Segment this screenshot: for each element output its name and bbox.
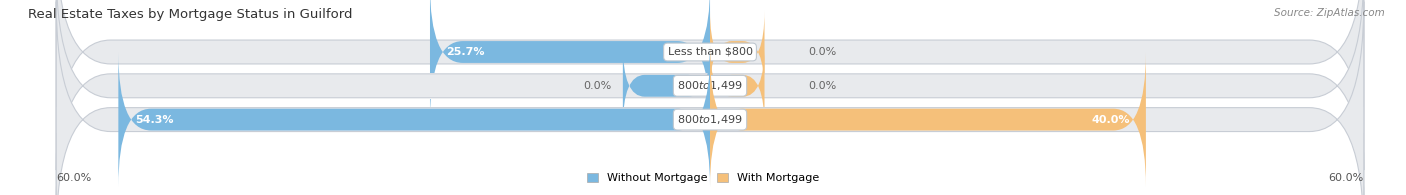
FancyBboxPatch shape — [56, 2, 1364, 195]
Text: 25.7%: 25.7% — [446, 47, 485, 57]
Text: 0.0%: 0.0% — [808, 81, 837, 91]
FancyBboxPatch shape — [710, 11, 765, 93]
Text: 40.0%: 40.0% — [1091, 115, 1129, 125]
FancyBboxPatch shape — [56, 0, 1364, 170]
FancyBboxPatch shape — [710, 45, 765, 127]
FancyBboxPatch shape — [430, 0, 710, 119]
FancyBboxPatch shape — [56, 0, 1364, 195]
Text: Less than $800: Less than $800 — [668, 47, 752, 57]
Text: 0.0%: 0.0% — [808, 47, 837, 57]
Text: 60.0%: 60.0% — [56, 173, 91, 183]
Text: $800 to $1,499: $800 to $1,499 — [678, 79, 742, 92]
Legend: Without Mortgage, With Mortgage: Without Mortgage, With Mortgage — [582, 168, 824, 188]
FancyBboxPatch shape — [710, 52, 1146, 187]
Text: Real Estate Taxes by Mortgage Status in Guilford: Real Estate Taxes by Mortgage Status in … — [28, 8, 353, 21]
Text: $800 to $1,499: $800 to $1,499 — [678, 113, 742, 126]
FancyBboxPatch shape — [623, 45, 710, 127]
FancyBboxPatch shape — [118, 52, 710, 187]
Text: 0.0%: 0.0% — [583, 81, 612, 91]
Text: 60.0%: 60.0% — [1329, 173, 1364, 183]
Text: Source: ZipAtlas.com: Source: ZipAtlas.com — [1274, 8, 1385, 18]
Text: 54.3%: 54.3% — [135, 115, 173, 125]
